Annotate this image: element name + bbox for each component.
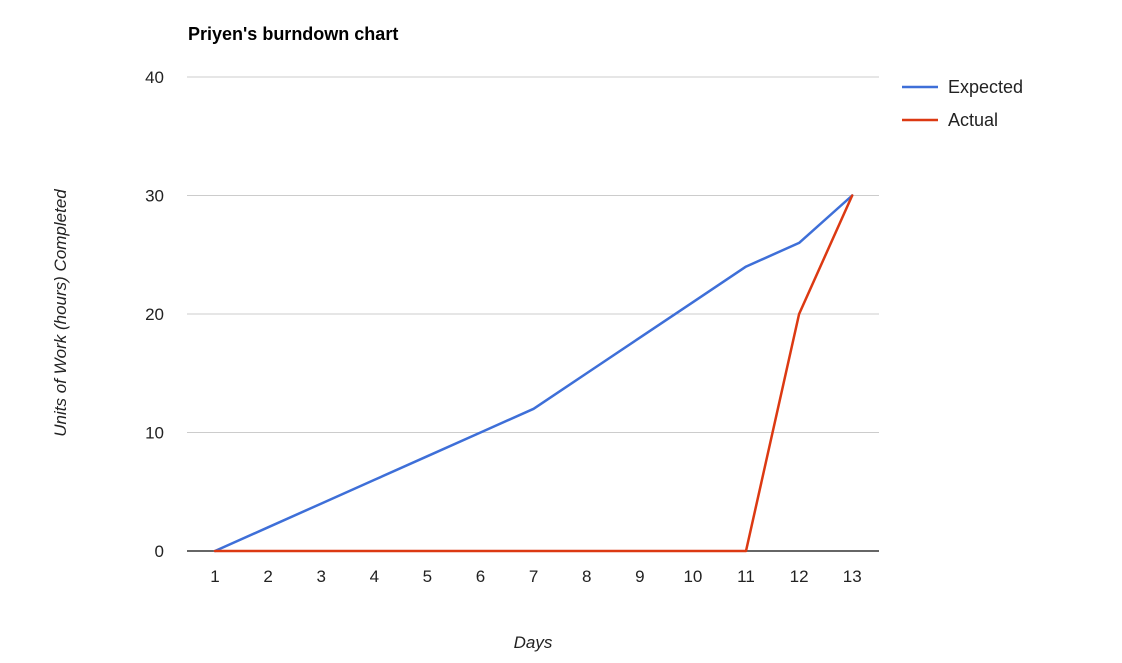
series-line-actual [213,194,854,553]
y-tick-label: 20 [145,305,164,324]
y-tick-label: 40 [145,68,164,87]
x-tick-label: 4 [370,567,379,586]
legend-item-expected: Expected [902,77,1023,97]
x-tick-label: 11 [737,567,755,586]
x-tick-label: 2 [263,567,272,586]
x-tick-label: 7 [529,567,538,586]
x-tick-label: 8 [582,567,591,586]
legend-label: Expected [948,77,1023,97]
legend-label: Actual [948,110,998,130]
y-tick-labels: 0 10 20 30 40 [145,68,164,561]
x-tick-labels: 1 2 3 4 5 6 7 8 9 10 11 12 13 [210,567,861,586]
series-line-expected [213,194,854,553]
gridlines [187,76,879,433]
series-lines [213,194,854,553]
y-axis-title: Units of Work (hours) Completed [51,189,70,437]
x-tick-label: 5 [423,567,432,586]
x-tick-label: 3 [316,567,325,586]
x-axis-title: Days [514,633,553,652]
chart-title: Priyen's burndown chart [188,24,398,44]
legend-item-actual: Actual [902,110,998,130]
legend: Expected Actual [902,77,1023,130]
y-tick-label: 10 [145,424,164,443]
x-tick-label: 9 [635,567,644,586]
x-tick-label: 13 [843,567,862,586]
y-tick-label: 0 [155,542,164,561]
x-tick-label: 1 [210,567,219,586]
y-tick-label: 30 [145,187,164,206]
x-tick-label: 10 [683,567,702,586]
x-tick-label: 12 [790,567,809,586]
x-tick-label: 6 [476,567,485,586]
